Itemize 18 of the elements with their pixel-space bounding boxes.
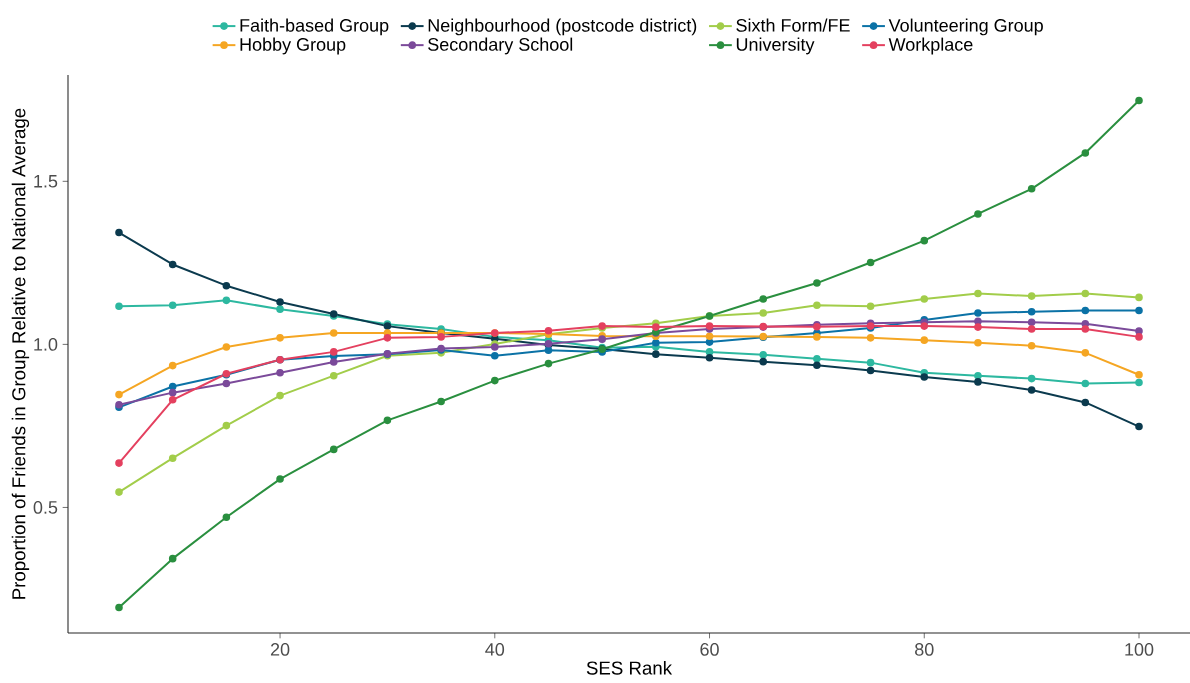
legend-label: Neighbourhood (postcode district) bbox=[428, 18, 697, 36]
x-tick-label: 100 bbox=[1125, 643, 1154, 656]
legend-label: Faith-based Group bbox=[240, 18, 389, 36]
legend-label: Volunteering Group bbox=[888, 18, 1043, 36]
legend-label: Sixth Form/FE bbox=[736, 18, 850, 32]
x-tick-label: 20 bbox=[270, 643, 290, 656]
legend-label: Hobby Group bbox=[240, 37, 346, 55]
y-axis-title: Proportion of Friends in Group Relative to National Average bbox=[11, 108, 30, 599]
y-tick-label: 1.0 bbox=[34, 338, 58, 351]
x-tick-label: 80 bbox=[915, 643, 934, 656]
legend-label: University bbox=[736, 37, 815, 55]
x-tick-label: 60 bbox=[700, 643, 719, 656]
y-tick-label: 0.5 bbox=[33, 501, 58, 514]
y-tick-label: 1.5 bbox=[34, 175, 58, 188]
x-axis-title: SES Rank bbox=[586, 660, 673, 675]
legend-label: Workplace bbox=[888, 37, 973, 55]
x-tick-label: 40 bbox=[485, 643, 505, 656]
legend-label: Secondary School bbox=[428, 37, 573, 55]
